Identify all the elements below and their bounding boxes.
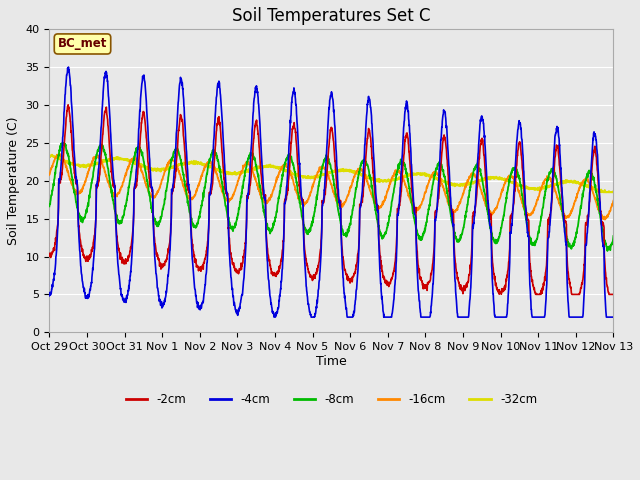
- -16cm: [56, 151, 63, 156]
- Line: -16cm: -16cm: [49, 154, 613, 219]
- -16cm: [601, 216, 609, 222]
- Y-axis label: Soil Temperature (C): Soil Temperature (C): [7, 117, 20, 245]
- -32cm: [360, 173, 368, 179]
- -16cm: [360, 170, 368, 176]
- -8cm: [560, 219, 568, 225]
- -16cm: [560, 211, 568, 217]
- -2cm: [532, 291, 540, 297]
- -2cm: [360, 180, 368, 186]
- -8cm: [604, 248, 611, 254]
- -2cm: [348, 275, 356, 280]
- -8cm: [360, 158, 368, 164]
- Line: -32cm: -32cm: [49, 155, 613, 192]
- -2cm: [203, 245, 211, 251]
- -32cm: [48, 152, 56, 157]
- -2cm: [495, 291, 503, 297]
- -4cm: [360, 151, 368, 157]
- -32cm: [203, 164, 211, 169]
- -8cm: [495, 234, 503, 240]
- -16cm: [609, 198, 617, 204]
- -16cm: [348, 181, 356, 187]
- -32cm: [348, 169, 356, 175]
- -32cm: [609, 189, 617, 195]
- -16cm: [45, 172, 53, 178]
- -4cm: [609, 314, 617, 320]
- -4cm: [496, 314, 504, 320]
- -4cm: [576, 314, 584, 320]
- Title: Soil Temperatures Set C: Soil Temperatures Set C: [232, 7, 431, 25]
- -32cm: [575, 180, 583, 186]
- -16cm: [495, 196, 503, 202]
- -8cm: [609, 233, 617, 239]
- -32cm: [560, 180, 568, 185]
- -4cm: [203, 260, 211, 266]
- -32cm: [598, 189, 605, 195]
- X-axis label: Time: Time: [316, 355, 347, 368]
- Legend: -2cm, -4cm, -8cm, -16cm, -32cm: -2cm, -4cm, -8cm, -16cm, -32cm: [121, 389, 542, 411]
- Text: BC_met: BC_met: [58, 37, 107, 50]
- -4cm: [348, 314, 356, 320]
- -4cm: [560, 222, 568, 228]
- -32cm: [45, 153, 53, 159]
- -32cm: [495, 174, 503, 180]
- -4cm: [45, 293, 53, 299]
- -4cm: [65, 64, 72, 70]
- -8cm: [348, 212, 356, 218]
- Line: -2cm: -2cm: [49, 105, 613, 294]
- Line: -8cm: -8cm: [49, 143, 613, 251]
- -16cm: [203, 160, 211, 166]
- -2cm: [64, 102, 72, 108]
- -16cm: [575, 185, 583, 191]
- -8cm: [59, 140, 67, 146]
- -8cm: [575, 212, 583, 218]
- -8cm: [203, 171, 211, 177]
- -2cm: [560, 213, 568, 219]
- -8cm: [45, 204, 53, 209]
- -2cm: [576, 289, 584, 295]
- -2cm: [45, 251, 53, 257]
- -2cm: [609, 291, 617, 297]
- -4cm: [270, 314, 278, 320]
- Line: -4cm: -4cm: [49, 67, 613, 317]
